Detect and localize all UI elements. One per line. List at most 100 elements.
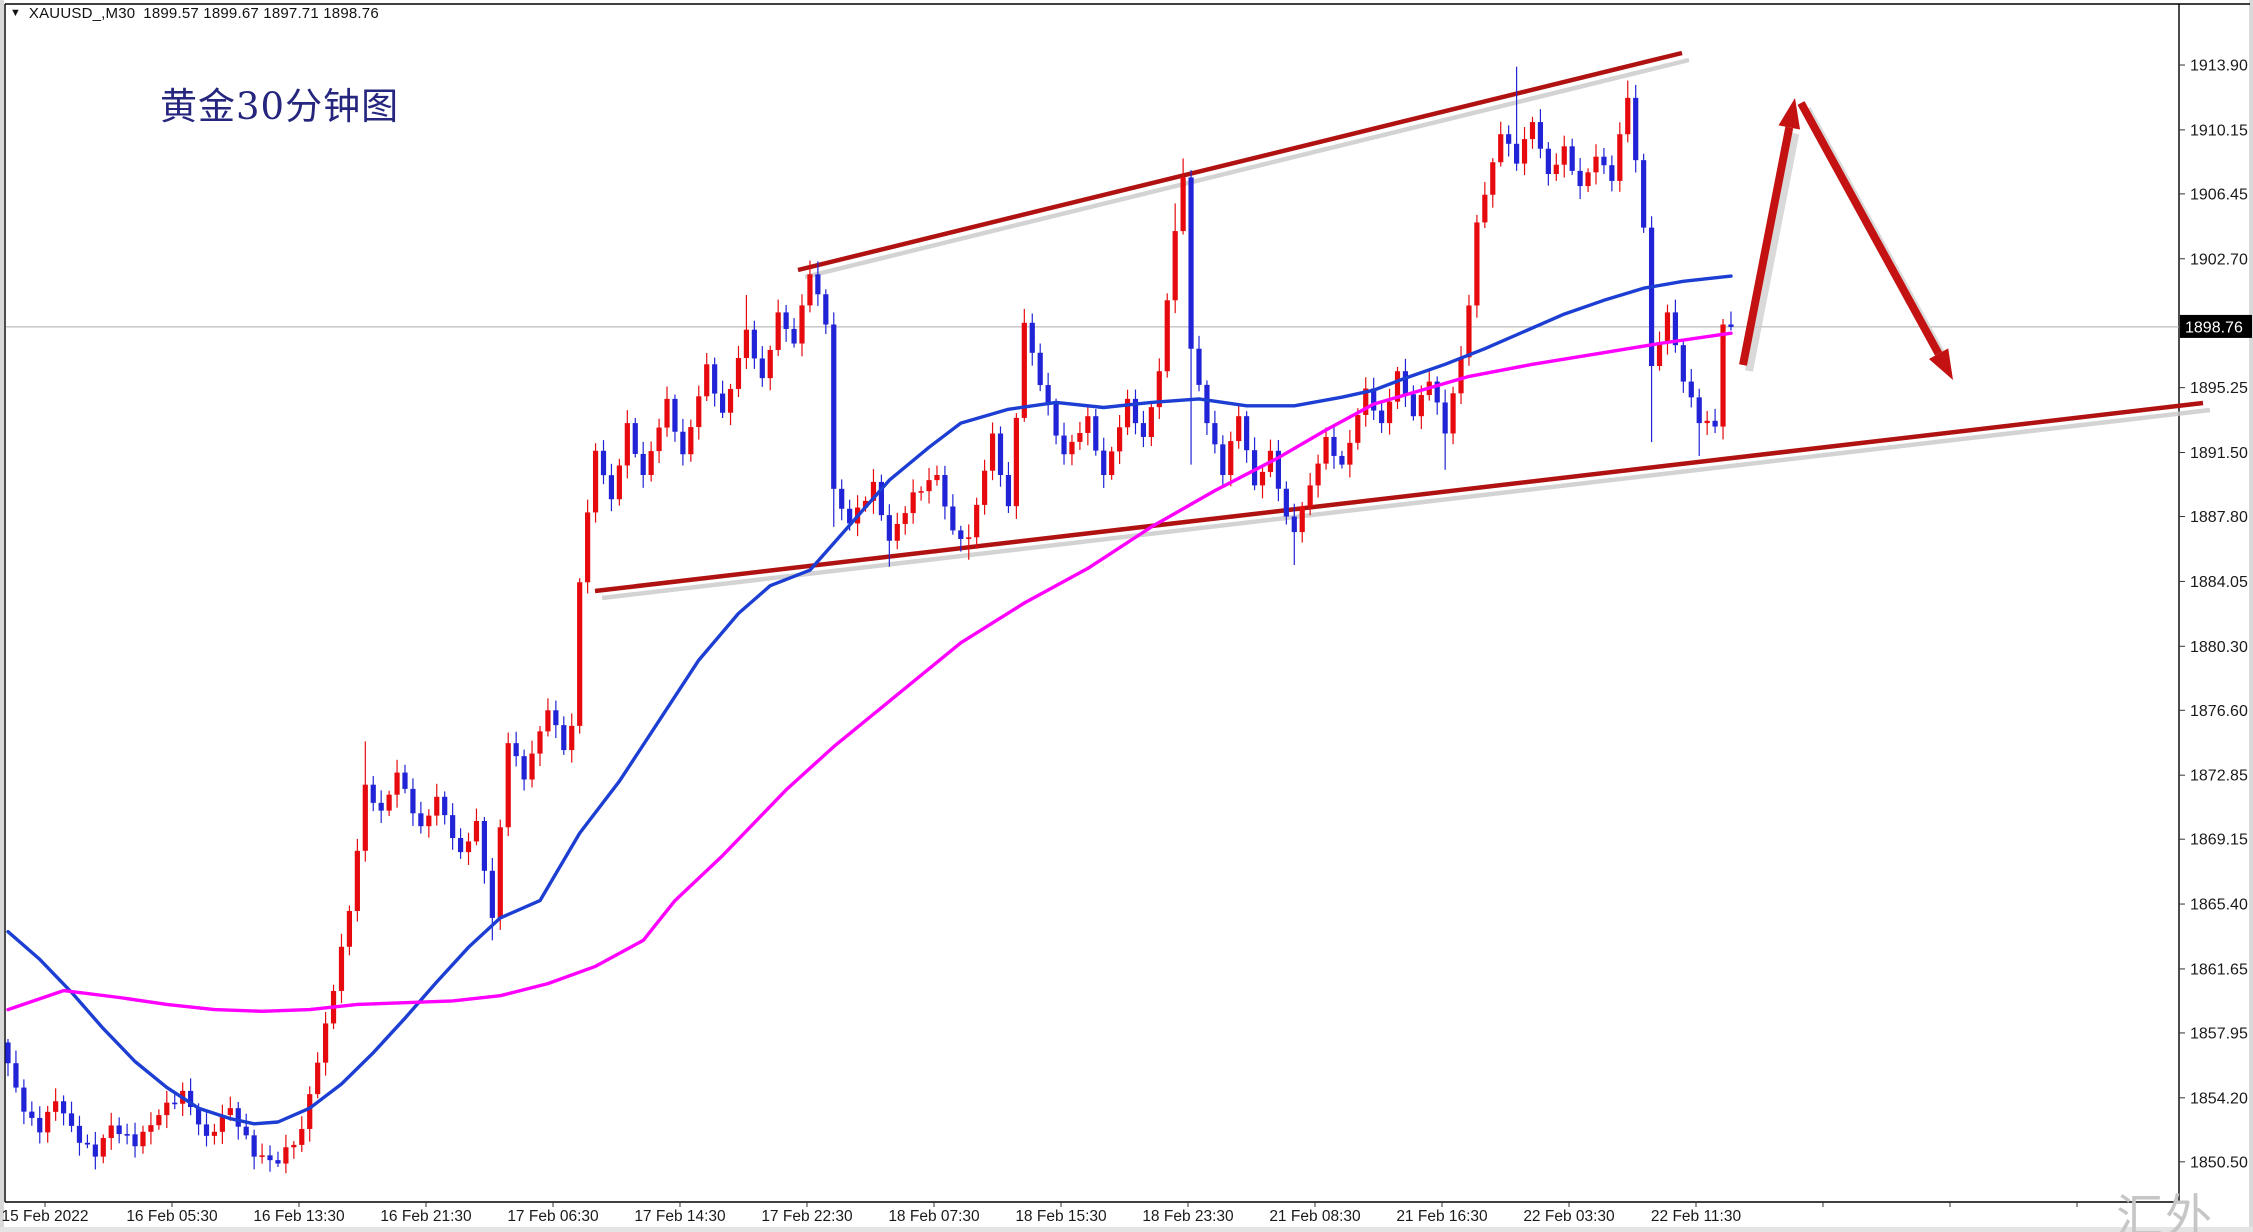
- candle: [1196, 348, 1202, 385]
- candle: [735, 357, 742, 389]
- candle: [759, 358, 765, 379]
- candle: [1386, 401, 1393, 424]
- forecast-arrow-down[interactable]: [1797, 101, 1953, 380]
- candle: [1228, 441, 1234, 476]
- candle: [1204, 384, 1210, 424]
- candle: [1720, 324, 1726, 427]
- forecast-arrows[interactable]: [1739, 98, 1953, 380]
- price-tick-label: 1876.60: [2190, 703, 2248, 720]
- time-tick-label: 17 Feb 22:30: [761, 1208, 853, 1225]
- candle: [608, 475, 615, 500]
- candle: [1609, 165, 1615, 181]
- candle: [1339, 455, 1345, 465]
- candle: [1474, 222, 1480, 306]
- candle: [235, 1108, 241, 1127]
- candle: [815, 274, 821, 295]
- time-tick-label: 22 Feb 11:30: [1651, 1208, 1742, 1225]
- time-tick-label: 16 Feb 21:30: [380, 1208, 472, 1225]
- candle: [1212, 423, 1218, 445]
- candle: [823, 294, 829, 325]
- candle: [1069, 441, 1075, 455]
- candle: [926, 480, 932, 492]
- candle: [1672, 312, 1678, 346]
- candle: [1156, 371, 1162, 408]
- candle: [1656, 342, 1663, 367]
- candle: [45, 1111, 51, 1133]
- candle: [1101, 450, 1107, 476]
- candle: [1545, 148, 1551, 174]
- chart-annotation-title[interactable]: 黄金30分钟图: [160, 85, 400, 128]
- candle: [1633, 97, 1639, 161]
- candle: [1299, 506, 1305, 533]
- price-tick-label: 1865.40: [2190, 897, 2248, 914]
- candle: [315, 1062, 321, 1095]
- candle: [664, 398, 670, 428]
- candle: [450, 815, 456, 839]
- candle: [894, 523, 900, 541]
- candle: [1093, 416, 1099, 451]
- time-tick-label: 21 Feb 16:30: [1396, 1208, 1488, 1225]
- trendlines[interactable]: [594, 50, 2211, 601]
- candle: [712, 364, 718, 394]
- candle: [13, 1063, 19, 1088]
- candle: [53, 1101, 59, 1112]
- candle: [108, 1125, 114, 1139]
- candle: [243, 1126, 249, 1136]
- candle: [1704, 420, 1710, 424]
- candle: [299, 1128, 305, 1145]
- candle: [640, 453, 646, 476]
- candle: [902, 513, 908, 524]
- ma-line-blue[interactable]: [6, 274, 1733, 1126]
- candle: [862, 500, 869, 508]
- candle: [1418, 395, 1424, 417]
- symbol-timeframe-label: XAUUSD_,M30: [28, 4, 136, 22]
- price-axis[interactable]: 1913.90 1910.15 1906.45 1902.70 1895.25 1891.…: [2179, 58, 2248, 1172]
- candle: [1490, 162, 1496, 195]
- candle: [513, 743, 519, 757]
- time-axis[interactable]: 15 Feb 2022 16 Feb 05:30 16 Feb 13:30 16 Fe…: [1, 1202, 2078, 1225]
- candle: [799, 305, 805, 344]
- candle: [354, 850, 360, 911]
- candle: [1013, 417, 1019, 507]
- lower-channel-trendline[interactable]: [594, 400, 2204, 594]
- time-tick-label: 18 Feb 07:30: [888, 1208, 980, 1225]
- candle: [1617, 134, 1623, 181]
- candle: [997, 433, 1004, 475]
- time-tick-label: 17 Feb 14:30: [634, 1208, 726, 1225]
- candle: [164, 1102, 170, 1116]
- candle: [1220, 444, 1226, 476]
- candle: [410, 788, 416, 814]
- candle: [362, 784, 368, 851]
- candle: [1037, 352, 1043, 386]
- price-tick-label: 1910.15: [2190, 122, 2248, 139]
- upper-channel-trendline[interactable]: [797, 50, 1683, 273]
- candle: [958, 530, 964, 539]
- symbol-dropdown-icon[interactable]: ▼: [10, 6, 21, 19]
- candle: [775, 312, 781, 350]
- candle: [569, 725, 575, 751]
- candle: [76, 1125, 83, 1143]
- ma-line-magenta[interactable]: [6, 331, 1733, 1013]
- candle: [704, 364, 710, 397]
- candle: [1553, 164, 1559, 174]
- candle: [259, 1155, 265, 1157]
- candle: [1379, 410, 1385, 424]
- candle: [1164, 300, 1170, 372]
- candle: [1244, 416, 1250, 451]
- candle: [1641, 160, 1647, 228]
- candle: [767, 349, 773, 379]
- candle: [195, 1107, 202, 1125]
- candle: [1363, 388, 1369, 415]
- forecast-arrow-up[interactable]: [1739, 98, 1801, 372]
- candle: [68, 1113, 75, 1126]
- candle: [481, 821, 487, 871]
- indicator-lines[interactable]: [6, 274, 1733, 1126]
- candle: [84, 1142, 90, 1145]
- current-price-label: 1898.76: [2185, 319, 2243, 336]
- price-tick-label: 1913.90: [2190, 58, 2248, 75]
- time-tick-label: 16 Feb 05:30: [126, 1208, 218, 1225]
- candle: [227, 1108, 233, 1116]
- candle: [616, 465, 622, 500]
- candle: [148, 1125, 154, 1132]
